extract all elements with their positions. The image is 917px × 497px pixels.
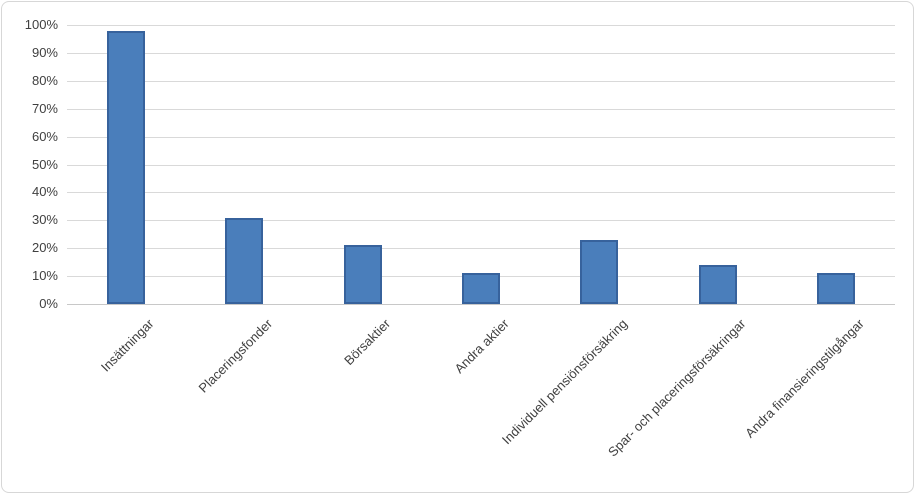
bar-6[interactable] <box>698 265 737 304</box>
gridline-60 <box>67 136 895 138</box>
bar-4[interactable] <box>462 273 500 304</box>
y-tick-label-100: 100% <box>24 17 58 32</box>
bar-3[interactable] <box>343 245 382 304</box>
bar-1[interactable] <box>107 31 146 304</box>
gridline-70 <box>67 108 895 110</box>
gridline-100 <box>67 25 895 26</box>
gridline-80 <box>67 80 895 82</box>
plot-area <box>67 25 895 305</box>
y-tick-label-30: 30% <box>31 212 58 228</box>
x-category-label-1: Insättningar <box>98 316 157 375</box>
x-category-label-3: Börsaktier <box>341 316 394 368</box>
y-tick-label-80: 80% <box>31 72 58 88</box>
y-tick-label-50: 50% <box>31 156 58 172</box>
gridline-30 <box>67 220 895 222</box>
bar-7[interactable] <box>816 273 855 304</box>
y-tick-label-90: 90% <box>31 44 58 60</box>
y-tick-label-60: 60% <box>31 128 58 144</box>
bar-2[interactable] <box>225 218 264 304</box>
gridline-40 <box>67 192 895 194</box>
y-tick-label-70: 70% <box>31 100 58 116</box>
x-axis-line <box>67 304 895 305</box>
y-tick-label-40: 40% <box>31 184 58 200</box>
y-tick-label-0: 0% <box>39 296 58 311</box>
gridline-20 <box>67 248 895 250</box>
x-category-label-2: Placeringsfonder <box>195 316 276 396</box>
x-category-label-4: Andra aktier <box>451 316 512 377</box>
y-tick-label-10: 10% <box>31 268 58 284</box>
x-category-label-5: Individuell pensiönsförsäkring <box>498 316 630 448</box>
gridline-50 <box>67 164 895 166</box>
x-category-label-7: Andra finansieringstilgångar <box>741 316 867 441</box>
bar-5[interactable] <box>580 240 619 304</box>
gridline-90 <box>67 52 895 54</box>
y-tick-label-20: 20% <box>31 240 58 256</box>
x-category-label-6: Spar- och placeringsförsäkringar <box>604 316 749 460</box>
